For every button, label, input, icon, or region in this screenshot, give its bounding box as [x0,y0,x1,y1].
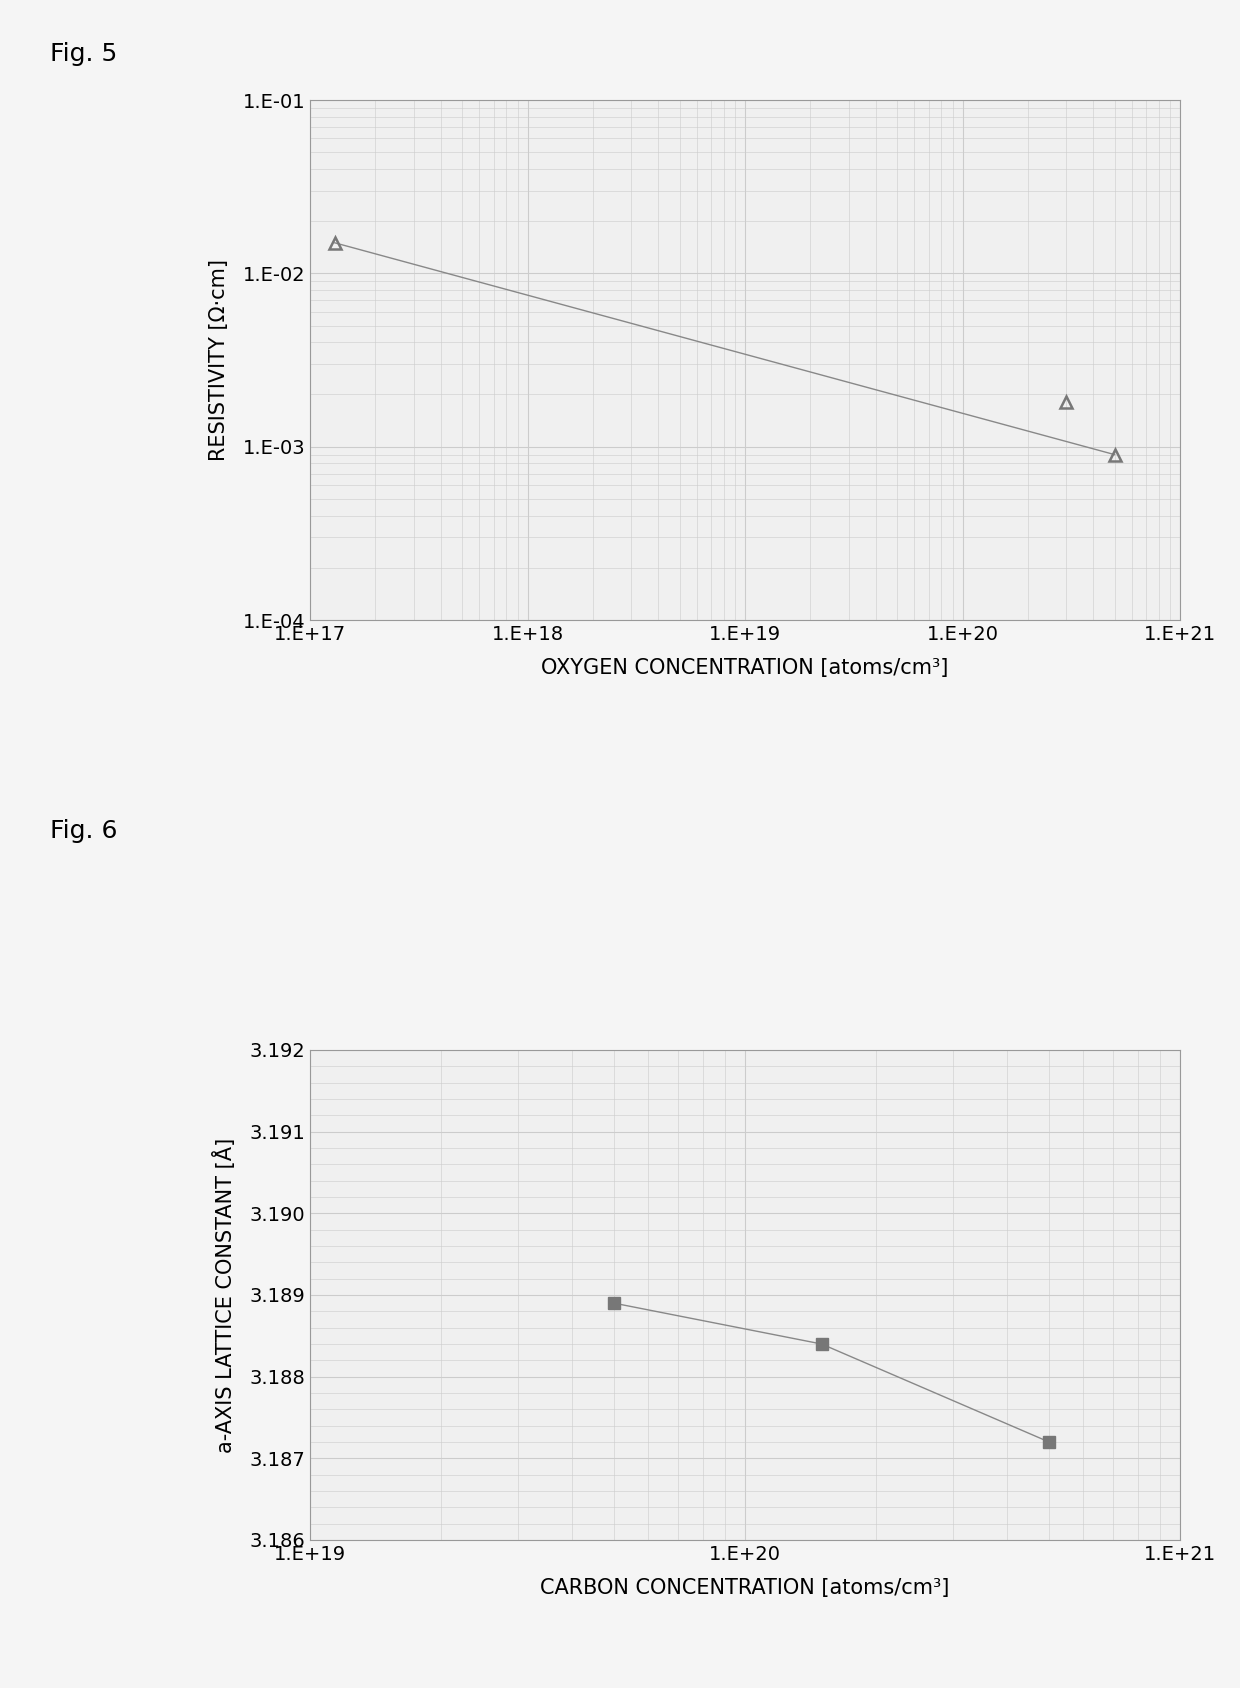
Text: Fig. 6: Fig. 6 [50,819,117,842]
X-axis label: CARBON CONCENTRATION [atoms/cm³]: CARBON CONCENTRATION [atoms/cm³] [541,1578,950,1599]
Y-axis label: a-AXIS LATTICE CONSTANT [Å]: a-AXIS LATTICE CONSTANT [Å] [212,1138,236,1453]
Y-axis label: RESISTIVITY [Ω·cm]: RESISTIVITY [Ω·cm] [208,258,228,461]
Text: Fig. 5: Fig. 5 [50,42,117,66]
X-axis label: OXYGEN CONCENTRATION [atoms/cm³]: OXYGEN CONCENTRATION [atoms/cm³] [542,658,949,679]
